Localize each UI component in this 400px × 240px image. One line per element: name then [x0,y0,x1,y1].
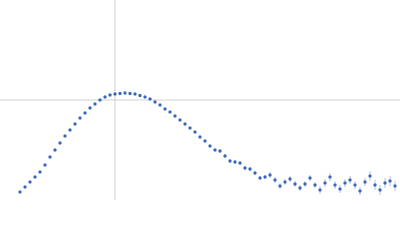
data-point [258,176,262,180]
data-point [183,122,187,126]
data-point [53,148,57,152]
data-point [133,92,137,96]
data-point [308,176,312,180]
data-point [118,91,122,96]
data-point [138,93,142,98]
data-point [78,116,82,120]
data-point [188,126,192,130]
data-point [243,166,247,170]
data-point [128,91,132,96]
data-point [33,175,37,179]
data-point [83,111,87,115]
data-point [278,184,282,188]
data-point [358,189,362,193]
data-point [28,180,32,184]
data-point [58,141,62,145]
data-point [218,149,222,153]
data-point [198,135,202,139]
data-point [323,181,327,185]
data-point [293,182,297,186]
data-point [73,122,77,126]
data-point [153,100,157,104]
data-point [98,98,102,102]
data-point [253,171,257,175]
data-point [388,179,392,183]
data-point [303,182,307,186]
data-point [283,180,287,184]
data-point [373,183,377,187]
data-point [268,173,272,177]
data-point [318,188,322,192]
data-point [123,91,127,95]
data-point [263,175,267,179]
data-point [173,114,177,118]
data-point [208,144,212,148]
data-point [203,139,207,143]
data-point [353,183,357,187]
data-point [333,183,337,187]
data-point [158,103,162,107]
data-point [343,181,347,185]
data-point [103,95,107,99]
data-point [233,160,237,164]
data-point [148,97,152,101]
data-point [338,187,342,191]
data-point [18,190,22,194]
data-point [248,167,252,171]
data-point [113,92,117,96]
data-point [48,155,52,159]
chart [0,0,400,200]
data-point [68,128,72,132]
data-point [43,163,47,167]
data-point [213,148,217,152]
data-point [328,175,332,179]
data-point [288,177,292,181]
data-point [63,134,67,138]
data-point [193,130,197,134]
data-point [348,178,352,182]
data-point [178,118,182,122]
data-point [163,107,167,111]
data-point [88,106,92,110]
data-point [228,159,232,163]
data-point [238,161,242,165]
data-point [23,185,27,189]
data-point [143,95,147,99]
data-point [363,180,367,184]
data-point [378,188,382,192]
data-point [383,181,387,185]
data-point [273,178,277,182]
data-point [223,154,227,158]
data-point [368,174,372,178]
data-point [393,184,397,188]
data-point [168,110,172,114]
data-point [298,186,302,190]
data-point [38,170,42,174]
data-point [93,102,97,106]
page: (() => { const data = JSON.parse(documen… [0,0,400,200]
data-point [108,93,112,97]
data-point [313,183,317,187]
